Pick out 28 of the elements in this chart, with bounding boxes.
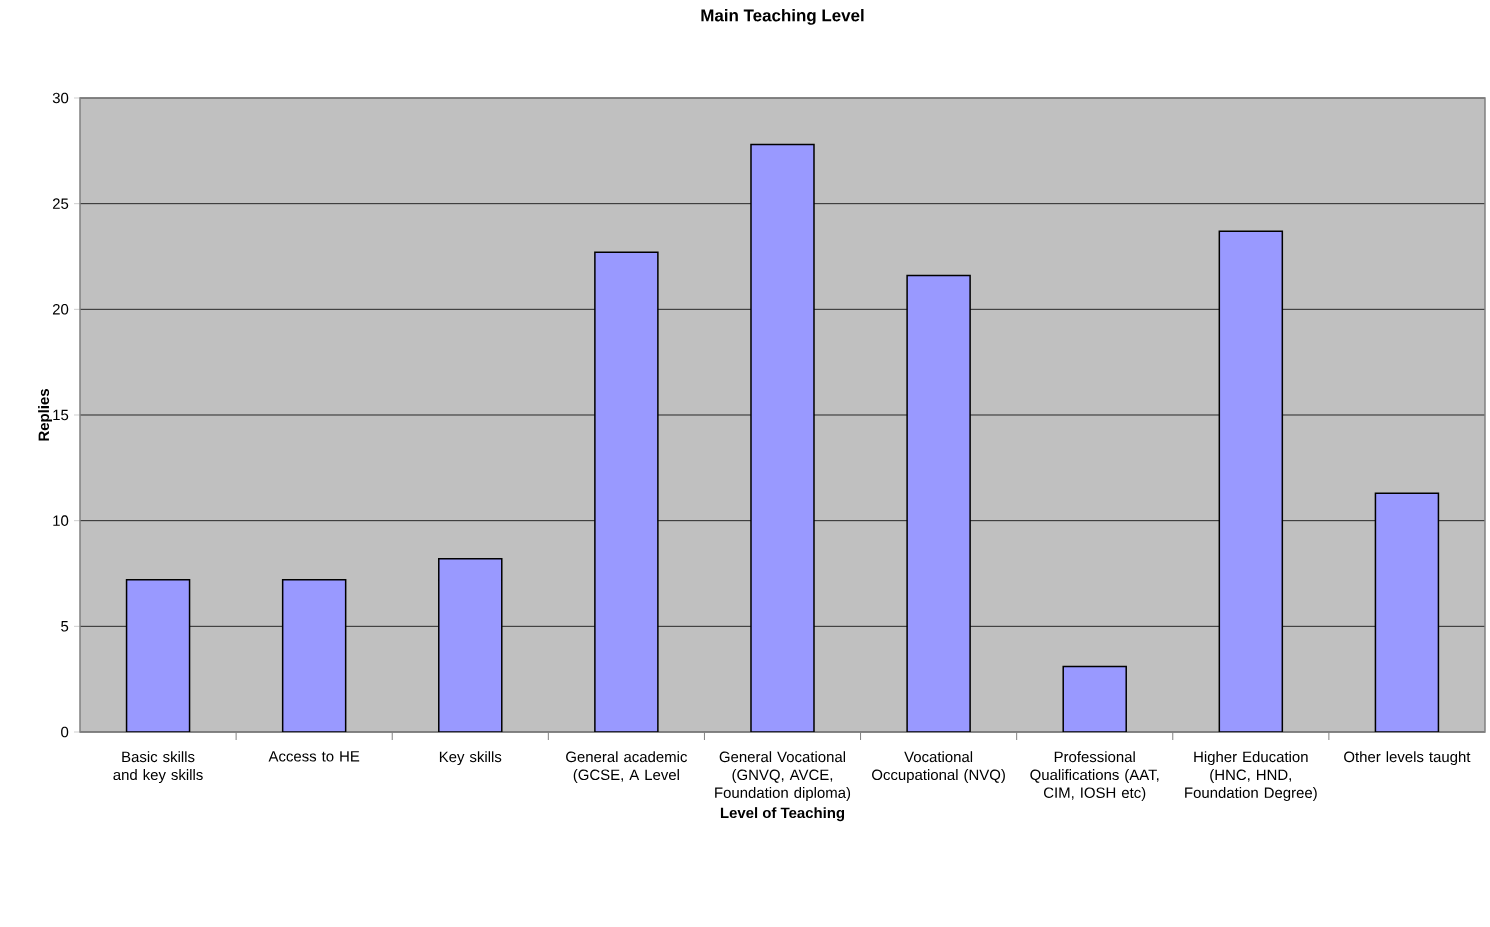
y-tick-label: 15 — [53, 409, 69, 421]
bar — [1218, 230, 1284, 732]
x-tick-label: Basic skills and key skills — [113, 751, 203, 784]
bar — [281, 579, 347, 732]
y-tick-label: 20 — [52, 304, 69, 315]
x-tick-label: Other levels taught — [1344, 751, 1471, 766]
x-axis-title: Level of Teaching — [720, 807, 845, 822]
bar — [750, 143, 815, 732]
bar — [594, 251, 659, 732]
bar — [1374, 492, 1440, 732]
y-axis-title: Replies — [38, 389, 53, 441]
y-tick-label: 0 — [61, 726, 69, 738]
chart-title: Main Teaching Level — [701, 8, 864, 25]
bar — [906, 274, 971, 732]
x-tick-label: Professional Qualifications (AAT, CIM, IOSH etc) — [1030, 751, 1159, 801]
bar — [1062, 665, 1127, 732]
x-tick-label: Higher Education (HNC, HND, Foundation Degree) — [1185, 751, 1317, 801]
x-tick-label: General academic (GCSE, A Level — [566, 751, 688, 784]
x-tick-label: Access to HE — [268, 751, 360, 762]
bar — [125, 579, 191, 732]
x-tick-label: Key skills — [439, 751, 502, 766]
x-tick-label: General Vocational (GNVQ, AVCE, Foundation diploma) — [715, 751, 851, 801]
y-tick-label: 5 — [61, 621, 69, 632]
x-tick-label: Vocational Occupational (NVQ) — [872, 751, 1005, 784]
y-tick-label: 25 — [52, 198, 69, 209]
y-tick-label: 30 — [52, 92, 69, 104]
y-tick-label: 10 — [53, 515, 69, 526]
bar — [438, 557, 503, 732]
